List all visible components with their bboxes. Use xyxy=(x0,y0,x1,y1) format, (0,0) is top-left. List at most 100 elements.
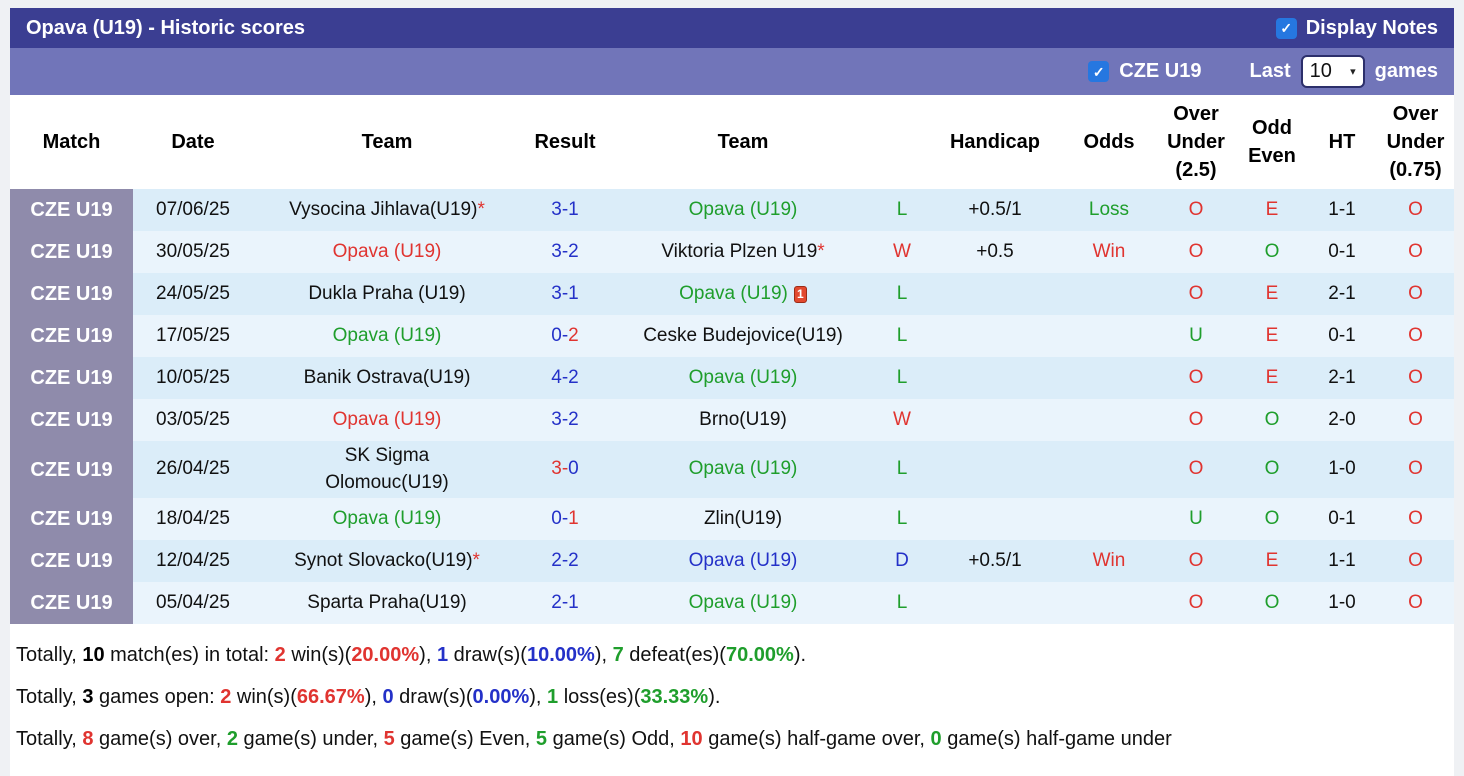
odds-result xyxy=(1063,399,1155,441)
away-goals: 2 xyxy=(568,324,579,346)
summary-segment: 70.00% xyxy=(725,644,794,667)
home-team-cell[interactable]: Banik Ostrava(U19) xyxy=(253,357,521,399)
summary-segment: 66.67% xyxy=(296,686,365,709)
check-icon: ✓ xyxy=(1280,20,1293,36)
over-under-075-value: O xyxy=(1408,198,1423,220)
league-badge: CZE U19 xyxy=(10,189,133,231)
league-filter-checkbox[interactable]: ✓ xyxy=(1088,61,1110,82)
match-date: 24/05/25 xyxy=(156,282,230,304)
check-icon: ✓ xyxy=(1092,63,1105,80)
over-under-075-value: O xyxy=(1408,408,1423,430)
handicap-value xyxy=(927,441,1063,498)
home-team-name: Banik Ostrava(U19) xyxy=(303,366,471,388)
away-team-cell[interactable]: Viktoria Plzen U19 * xyxy=(609,231,877,273)
summary-segment: 33.33% xyxy=(640,686,709,709)
away-team-cell[interactable]: Opava (U19) xyxy=(609,189,877,231)
summary-segment: game(s) half-game under xyxy=(941,728,1172,751)
away-team-name: Brno(U19) xyxy=(699,408,787,430)
odd-even-value: E xyxy=(1265,549,1279,571)
league-badge: CZE U19 xyxy=(10,582,133,625)
last-games-select[interactable]: 10 ▾ xyxy=(1300,55,1365,88)
home-team-name: Sparta Praha(U19) xyxy=(307,591,467,613)
home-team-cell[interactable]: Opava (U19) xyxy=(253,498,521,540)
summary-segment: game(s) under, xyxy=(237,728,384,751)
ft-score: 3-0 xyxy=(521,441,609,498)
away-team-cell[interactable]: Brno(U19) xyxy=(609,399,877,441)
away-team-cell[interactable]: Opava (U19) 1 xyxy=(609,273,877,315)
half-time-score: 0-1 xyxy=(1328,324,1356,346)
over-under-075-value: O xyxy=(1408,507,1423,529)
summary-segment: 10 xyxy=(680,728,703,751)
half-time-score: 2-1 xyxy=(1328,366,1356,388)
display-notes-label: Display Notes xyxy=(1305,16,1438,39)
away-team-cell[interactable]: Opava (U19) xyxy=(609,441,877,498)
summary-segment: match(es) in total: xyxy=(104,644,275,667)
over-under-075-value: O xyxy=(1408,366,1423,388)
summary-segment: win(s)( xyxy=(285,644,352,667)
summary-segment: 1 xyxy=(436,644,449,667)
col-header-over-under-25: Over Under (2.5) xyxy=(1167,103,1225,181)
home-team-cell[interactable]: SK Sigma Olomouc(U19) xyxy=(253,441,521,498)
away-team-cell[interactable]: Ceske Budejovice(U19) xyxy=(609,315,877,357)
league-badge: CZE U19 xyxy=(10,540,133,583)
away-goals: 1 xyxy=(568,591,579,613)
table-row: CZE U19 10/05/25 Banik Ostrava(U19) 4-2 … xyxy=(10,357,1454,399)
over-under-25-value: O xyxy=(1188,408,1204,430)
league-badge: CZE U19 xyxy=(10,315,133,357)
col-header-result: Result xyxy=(534,131,596,153)
home-team-cell[interactable]: Synot Slovacko(U19) * xyxy=(253,540,521,582)
away-team-cell[interactable]: Zlin(U19) xyxy=(609,498,877,540)
odds-result: Win xyxy=(1092,240,1126,262)
half-time-score: 1-0 xyxy=(1328,458,1356,480)
score-separator: - xyxy=(561,507,569,529)
page-title: Opava (U19) - Historic scores xyxy=(26,16,305,39)
historic-scores-widget: Opava (U19) - Historic scores ✓ Display … xyxy=(10,8,1454,776)
display-notes-checkbox[interactable]: ✓ xyxy=(1275,17,1297,39)
summary-segment: game(s) Odd, xyxy=(547,728,681,751)
half-time-score: 0-1 xyxy=(1328,240,1356,262)
home-goals: 3 xyxy=(551,282,562,304)
over-under-25-value: O xyxy=(1188,198,1204,220)
away-team-cell[interactable]: Opava (U19) xyxy=(609,582,877,624)
away-team-cell[interactable]: Opava (U19) xyxy=(609,540,877,582)
home-team-cell[interactable]: Opava (U19) xyxy=(253,231,521,273)
half-time-score: 1-1 xyxy=(1328,198,1356,220)
home-goals: 2 xyxy=(551,549,562,571)
odds-result xyxy=(1063,273,1155,315)
summary-segment: 20.00% xyxy=(351,644,420,667)
over-under-25-value: O xyxy=(1188,240,1204,262)
home-team-cell[interactable]: Sparta Praha(U19) xyxy=(253,582,521,624)
score-separator: - xyxy=(561,324,569,346)
home-goals: 3 xyxy=(551,198,562,220)
ft-score: 4-2 xyxy=(521,357,609,399)
summary-segment: 3 xyxy=(82,686,94,709)
summary-segment: game(s) over, xyxy=(93,728,227,751)
league-badge: CZE U19 xyxy=(10,357,133,399)
away-team-name: Viktoria Plzen U19 xyxy=(661,240,818,262)
home-team-cell[interactable]: Vysocina Jihlava(U19) * xyxy=(253,189,521,231)
home-team-cell[interactable]: Opava (U19) xyxy=(253,399,521,441)
odd-even-value: O xyxy=(1264,591,1280,613)
away-goals: 2 xyxy=(568,549,579,571)
odd-even-value: E xyxy=(1265,324,1279,346)
note-star-icon: * xyxy=(477,198,485,220)
summary-segment: ), xyxy=(529,686,548,709)
handicap-value: +0.5/1 xyxy=(968,549,1022,571)
handicap-value xyxy=(927,399,1063,441)
home-goals: 3 xyxy=(551,458,562,480)
home-team-cell[interactable]: Dukla Praha (U19) xyxy=(253,273,521,315)
match-outcome: L xyxy=(896,591,908,613)
summary-segment: 5 xyxy=(383,728,395,751)
away-team-cell[interactable]: Opava (U19) xyxy=(609,357,877,399)
ft-score: 3-1 xyxy=(521,273,609,315)
summary-segment: ), xyxy=(364,686,383,709)
table-row: CZE U19 26/04/25 SK Sigma Olomouc(U19) 3… xyxy=(10,441,1454,499)
ft-score: 0-1 xyxy=(521,498,609,540)
score-separator: - xyxy=(561,591,569,613)
home-goals: 3 xyxy=(551,408,562,430)
over-under-075-value: O xyxy=(1408,549,1423,571)
handicap-value xyxy=(927,315,1063,357)
match-outcome: L xyxy=(896,324,908,346)
col-header-odd-even: Odd Even xyxy=(1248,117,1296,167)
home-team-cell[interactable]: Opava (U19) xyxy=(253,315,521,357)
